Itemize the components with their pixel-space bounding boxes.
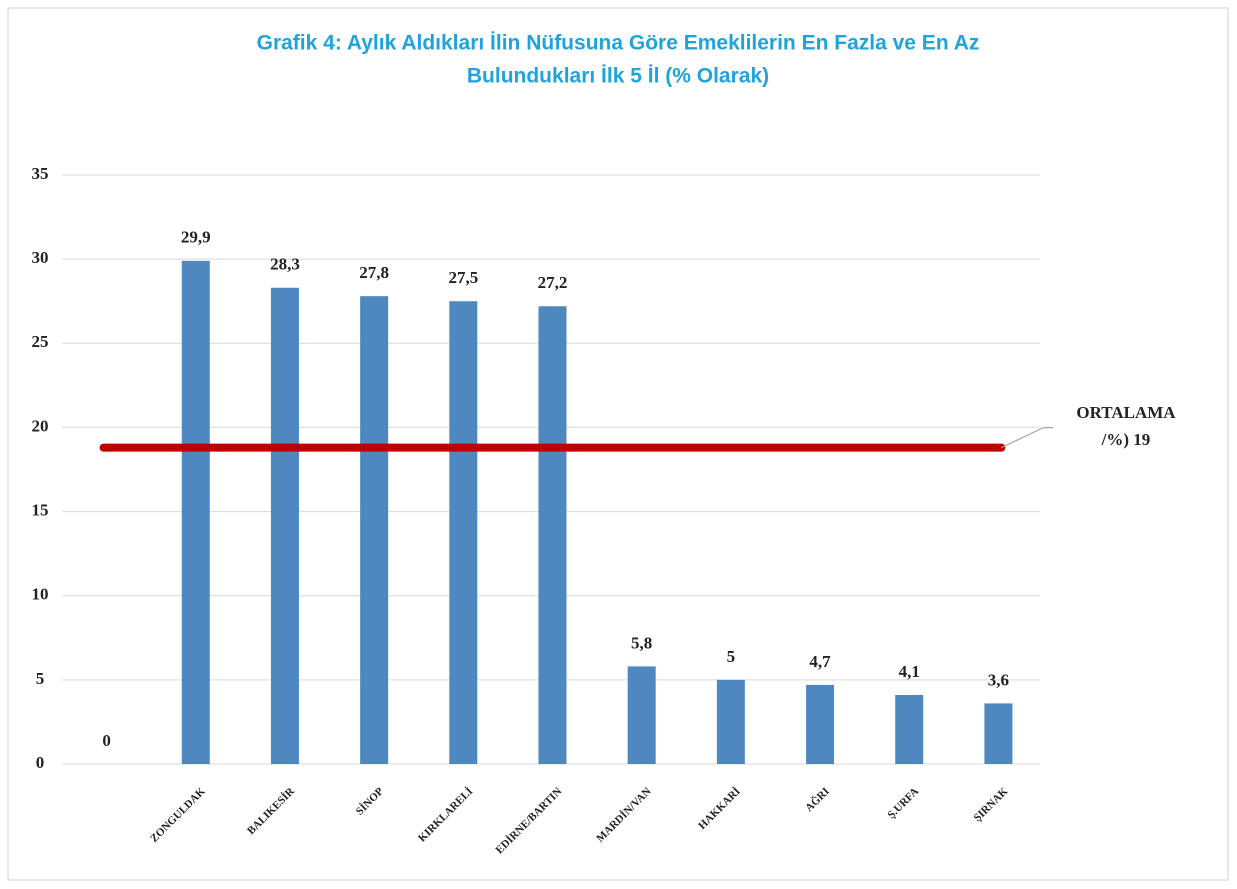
value-label: 4,7 xyxy=(809,652,831,671)
value-label: 5,8 xyxy=(631,633,652,652)
value-label: 5 xyxy=(727,647,736,666)
bar xyxy=(181,260,210,764)
y-tick-label: 30 xyxy=(32,248,49,267)
value-label: 0 xyxy=(102,731,111,750)
y-tick-label: 10 xyxy=(32,585,49,604)
y-tick-label: 0 xyxy=(36,753,45,772)
y-tick-label: 35 xyxy=(32,164,49,183)
average-label: /%) 19 xyxy=(1101,430,1151,449)
bar xyxy=(360,296,389,764)
bar xyxy=(627,666,656,764)
value-label: 28,3 xyxy=(270,255,300,274)
y-tick-label: 5 xyxy=(36,669,45,688)
value-label: 3,6 xyxy=(988,670,1009,689)
chart-title: Bulundukları İlk 5 İl (% Olarak) xyxy=(467,65,769,88)
value-label: 29,9 xyxy=(181,228,211,247)
average-label: ORTALAMA xyxy=(1076,403,1176,422)
bar xyxy=(984,703,1013,764)
value-label: 27,5 xyxy=(448,268,478,287)
value-label: 27,8 xyxy=(359,263,389,282)
bar xyxy=(895,695,924,764)
value-label: 4,1 xyxy=(899,662,920,681)
bar xyxy=(538,306,567,764)
chart-title: Grafik 4: Aylık Aldıkları İlin Nüfusuna … xyxy=(257,32,980,55)
bar xyxy=(806,684,835,764)
leader-line xyxy=(1001,427,1054,449)
bar xyxy=(270,287,299,764)
y-tick-label: 20 xyxy=(32,416,49,435)
y-tick-label: 15 xyxy=(32,500,49,519)
bar xyxy=(449,301,478,764)
y-tick-label: 25 xyxy=(32,332,49,351)
value-label: 27,2 xyxy=(538,273,568,292)
bar xyxy=(716,679,745,764)
